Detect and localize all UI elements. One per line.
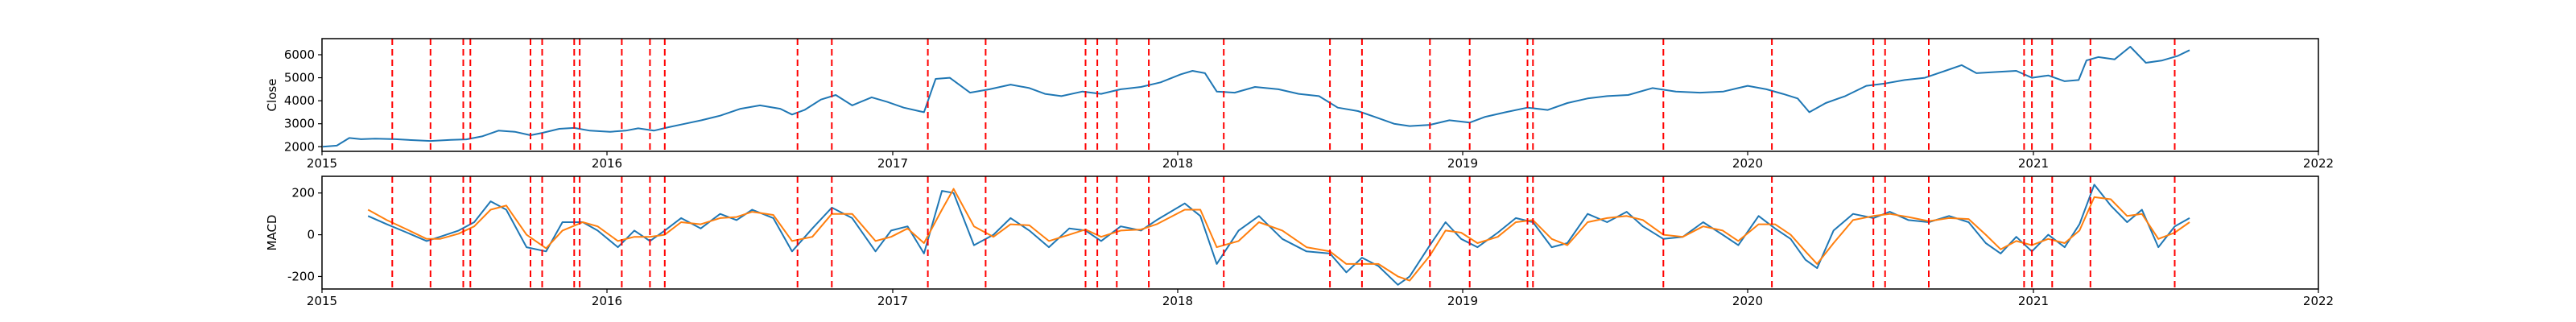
x-tick-label-6: 2021 <box>2018 156 2049 171</box>
y-tick-label-2: 4000 <box>284 93 315 108</box>
y-tick-label-2: 200 <box>291 186 315 200</box>
series-line-0 <box>322 46 2190 148</box>
close-price-ylabel: Close <box>265 79 279 112</box>
x-tick-label-3: 2018 <box>1162 156 1193 171</box>
x-tick-label-5: 2020 <box>1732 156 1763 171</box>
x-tick-label-0: 2015 <box>307 294 337 308</box>
close-price-ticks: 2015 2016 2017 2018 2019 2020 2021 2022 2000 3000… <box>284 47 2334 171</box>
y-tick-label-4: 6000 <box>284 47 315 62</box>
macd-ylabel: MACD <box>265 215 279 251</box>
close-price-marks <box>322 39 2190 151</box>
close-price-axes-frame <box>321 38 2319 152</box>
x-tick-label-7: 2022 <box>2303 156 2334 171</box>
macd-axes-frame <box>321 175 2319 290</box>
x-tick-label-7: 2022 <box>2303 294 2334 308</box>
y-tick-label-0: -200 <box>287 269 315 283</box>
x-tick-label-3: 2018 <box>1162 294 1193 308</box>
x-tick-label-0: 2015 <box>307 156 337 171</box>
macd-ticks: 2015 2016 2017 2018 2019 2020 2021 2022 -200 0 200 <box>287 186 2334 308</box>
y-tick-label-3: 5000 <box>284 71 315 85</box>
x-tick-label-1: 2016 <box>592 156 622 171</box>
x-tick-label-1: 2016 <box>592 294 622 308</box>
y-tick-label-0: 2000 <box>284 139 315 154</box>
x-tick-label-4: 2019 <box>1447 294 1478 308</box>
macd-marks <box>367 176 2190 289</box>
y-tick-label-1: 3000 <box>284 117 315 131</box>
x-tick-label-6: 2021 <box>2018 294 2049 308</box>
x-tick-label-4: 2019 <box>1447 156 1478 171</box>
close-price-panel: 2015 2016 2017 2018 2019 2020 2021 2022 2000 3000… <box>265 38 2334 171</box>
x-tick-label-2: 2017 <box>877 156 908 171</box>
macd-panel: 2015 2016 2017 2018 2019 2020 2021 2022 -200 0 200… <box>265 175 2334 308</box>
y-tick-label-1: 0 <box>307 228 315 242</box>
x-tick-label-5: 2020 <box>1732 294 1763 308</box>
x-tick-label-2: 2017 <box>877 294 908 308</box>
